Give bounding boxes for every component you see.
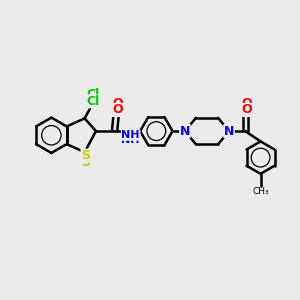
- Text: O: O: [242, 97, 252, 110]
- Text: Cl: Cl: [86, 95, 100, 108]
- Text: Cl: Cl: [86, 88, 100, 101]
- Text: NH: NH: [122, 135, 140, 145]
- Text: O: O: [112, 103, 123, 116]
- Text: O: O: [112, 97, 123, 110]
- Text: NH: NH: [122, 130, 140, 140]
- Text: N: N: [224, 124, 234, 138]
- Text: CH₃: CH₃: [252, 187, 269, 196]
- Text: N: N: [180, 124, 190, 138]
- Text: S: S: [81, 149, 90, 162]
- Text: N: N: [180, 124, 190, 138]
- Text: S: S: [81, 156, 90, 169]
- Text: O: O: [242, 103, 252, 116]
- Text: N: N: [224, 124, 234, 138]
